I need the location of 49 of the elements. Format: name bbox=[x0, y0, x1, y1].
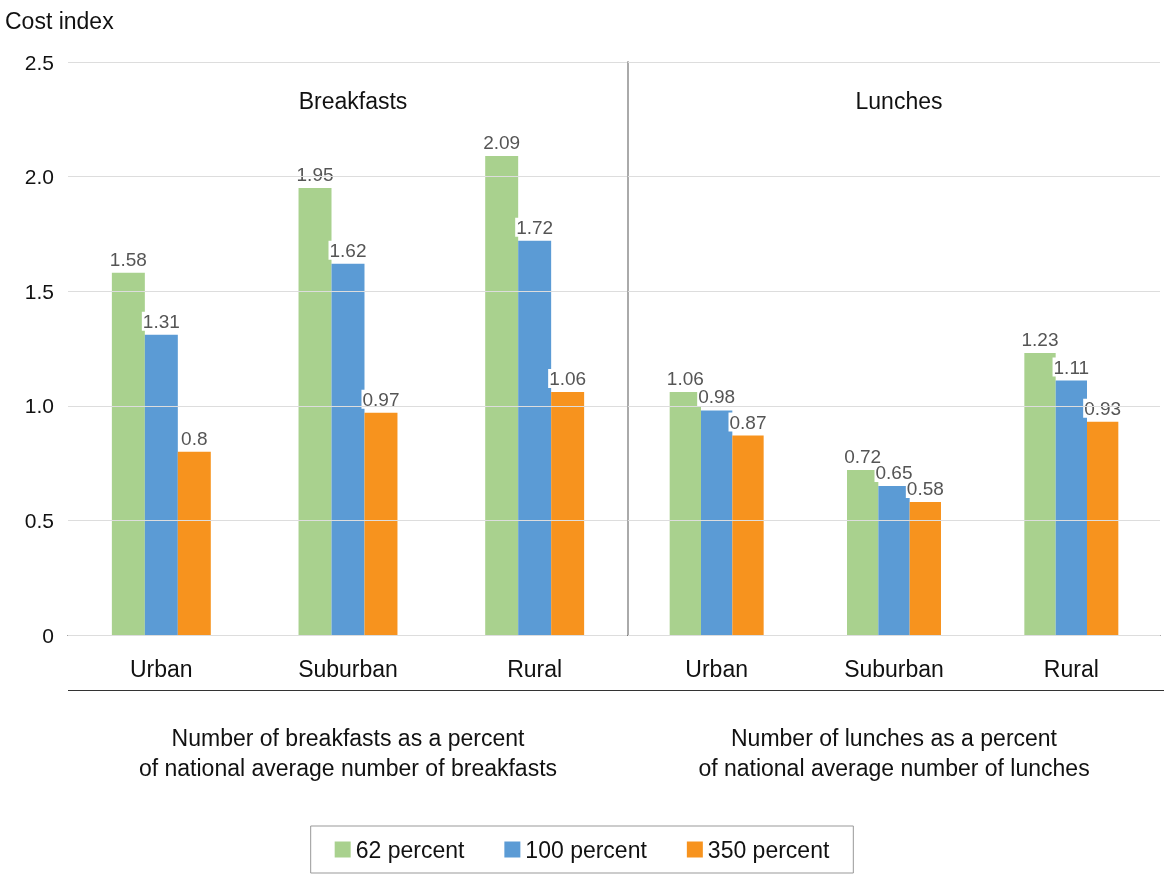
bar bbox=[485, 155, 519, 635]
data-label: 0.8 bbox=[181, 427, 208, 449]
data-label: 0.97 bbox=[362, 388, 400, 410]
data-label: 1.58 bbox=[109, 248, 147, 270]
y-tick-label: 2.5 bbox=[24, 50, 54, 74]
bar bbox=[732, 435, 764, 635]
x-tick-label: Urban bbox=[130, 655, 193, 682]
data-label: 1.95 bbox=[296, 164, 334, 186]
legend-label: 350 percent bbox=[707, 836, 830, 863]
data-label: 0.58 bbox=[906, 478, 944, 500]
legend-label: 100 percent bbox=[525, 836, 648, 863]
text: Lunches bbox=[855, 87, 943, 114]
bar bbox=[1087, 421, 1119, 635]
x-tick-label: Suburban bbox=[298, 655, 398, 682]
x-tick-label: Rural bbox=[1043, 655, 1099, 682]
bar bbox=[669, 392, 701, 635]
y-tick-label: 2.0 bbox=[24, 165, 54, 189]
bar bbox=[144, 334, 178, 635]
x-tick-label: Suburban bbox=[844, 655, 944, 682]
x-tick-label: Urban bbox=[685, 655, 748, 682]
data-label: 1.72 bbox=[516, 216, 554, 238]
bar bbox=[1055, 380, 1087, 635]
data-label: 1.11 bbox=[1053, 356, 1090, 378]
data-label: 0.87 bbox=[729, 411, 767, 433]
data-label: 0.98 bbox=[698, 386, 736, 408]
y-tick-label: 0 bbox=[42, 623, 54, 647]
bar bbox=[111, 272, 145, 635]
x-axis-title: Number of breakfasts as a percent of national average number of breakfasts bbox=[138, 725, 558, 781]
y-tick-label: 1.5 bbox=[24, 279, 54, 303]
data-label: 1.23 bbox=[1021, 329, 1059, 351]
y-tick-label: 1.0 bbox=[24, 394, 54, 418]
data-label: 1.31 bbox=[142, 310, 180, 332]
bar bbox=[298, 188, 332, 635]
bar bbox=[551, 392, 585, 635]
y-tick-label: 0.5 bbox=[24, 508, 54, 532]
y-axis-title: Cost index bbox=[5, 7, 115, 34]
x-tick-label: Rural bbox=[507, 655, 563, 682]
bar bbox=[364, 412, 398, 635]
legend-label: 62 percent bbox=[355, 836, 465, 863]
bar bbox=[518, 240, 552, 635]
x-axis-title: Number of lunches as a percent of national average number of lunches bbox=[698, 725, 1090, 781]
bar bbox=[1024, 353, 1056, 635]
text: Breakfasts bbox=[298, 87, 408, 114]
data-label: 1.06 bbox=[549, 368, 587, 390]
data-label: 2.09 bbox=[483, 131, 521, 153]
bar bbox=[909, 502, 941, 635]
bar bbox=[177, 451, 211, 635]
data-label: 1.62 bbox=[329, 239, 367, 261]
bar bbox=[331, 263, 365, 635]
